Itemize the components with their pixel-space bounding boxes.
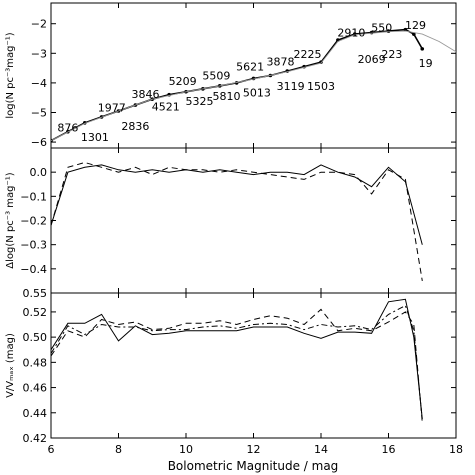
y-axis-label: Δlog(N pc⁻³ mag⁻¹) xyxy=(5,172,16,268)
x-axis-label: Bolometric Magnitude / mag xyxy=(168,459,339,473)
x-tick-label: 12 xyxy=(247,443,261,456)
panel-middle-delta-log: 0.0 −0.1 −0.2 −0.3 −0.4 Δlog(N pc⁻³ mag⁻¹) xyxy=(5,147,457,294)
y-tick-label: −2 xyxy=(31,18,47,31)
y-tick-label: 0.52 xyxy=(23,306,48,319)
point-count-label: 2836 xyxy=(121,120,149,133)
series-group xyxy=(51,298,423,423)
point-count-label: 876 xyxy=(57,121,78,134)
axes-frame xyxy=(50,292,457,439)
y-tick-label: −3 xyxy=(31,47,47,60)
y-tick-label: 0.0 xyxy=(30,166,48,179)
point-count-label: 3119 xyxy=(277,80,305,93)
x-tick-label: 18 xyxy=(449,443,463,456)
point-count-label: 223 xyxy=(381,48,402,61)
y-tick-label: −0.4 xyxy=(20,263,47,276)
series-group xyxy=(51,27,456,143)
x-tick-label: 16 xyxy=(382,443,396,456)
y-tick-label: −0.3 xyxy=(20,239,47,252)
point-count-label: 3878 xyxy=(267,55,295,68)
x-tick-label: 10 xyxy=(179,443,193,456)
point-count-label: 3846 xyxy=(132,88,160,101)
point-count-label: 1301 xyxy=(81,131,109,144)
y-tick-label: 0.44 xyxy=(23,407,48,420)
y-axis-label: log(N pc⁻³mag⁻¹) xyxy=(5,32,16,118)
series-line xyxy=(51,164,423,245)
series-line xyxy=(51,30,456,142)
series-line xyxy=(51,308,423,423)
y-tick-label: −6 xyxy=(31,136,47,149)
point-count-label: 2225 xyxy=(294,48,322,61)
point-count-label: 2910 xyxy=(337,27,365,40)
point-count-label: 5509 xyxy=(202,70,230,83)
point-count-label: 5325 xyxy=(186,95,214,108)
panel-bottom-v-vmax: 6 8 10 12 14 16 18 0.42 0.44 0.46 0.48 0.50 0.52 0.55… xyxy=(5,287,463,456)
x-tick-label: 14 xyxy=(314,443,328,456)
point-count-label: 2069 xyxy=(358,53,386,66)
series-group xyxy=(51,161,423,281)
y-axis-label: V/Vₘₐₓ (mag) xyxy=(5,333,16,398)
point-count-label: 5621 xyxy=(236,61,264,74)
y-tick-label: −0.2 xyxy=(20,215,47,228)
series-line xyxy=(51,28,423,142)
x-tick-label: 8 xyxy=(115,443,122,456)
point-count-label: 5209 xyxy=(169,75,197,88)
point-count-label: 19 xyxy=(419,57,433,70)
point-count-label: 5013 xyxy=(243,86,271,99)
point-count-label: 4521 xyxy=(152,101,180,114)
data-point xyxy=(420,47,425,51)
y-tick-label: 0.46 xyxy=(23,382,48,395)
y-tick-label: 0.42 xyxy=(23,432,48,445)
y-tick-label: −5 xyxy=(31,106,47,119)
point-count-label: 1977 xyxy=(98,101,126,114)
series-line xyxy=(51,161,423,281)
point-count-label: 550 xyxy=(371,21,392,34)
series-line xyxy=(51,298,423,420)
series-line xyxy=(51,304,423,421)
x-tick-label: 6 xyxy=(48,443,55,456)
y-tick-label: −4 xyxy=(31,77,47,90)
data-point xyxy=(51,138,53,143)
axes-frame xyxy=(50,2,457,149)
y-tick-label-overlap: 0.55 xyxy=(23,287,48,300)
data-point xyxy=(403,27,408,32)
y-tick-label: 0.50 xyxy=(23,331,48,344)
y-tick-label: 0.48 xyxy=(23,356,48,369)
point-count-label: 5810 xyxy=(213,90,241,103)
point-count-label: 1503 xyxy=(307,80,335,93)
y-tick-label: −0.1 xyxy=(20,190,47,203)
point-count-label: 129 xyxy=(405,19,426,32)
